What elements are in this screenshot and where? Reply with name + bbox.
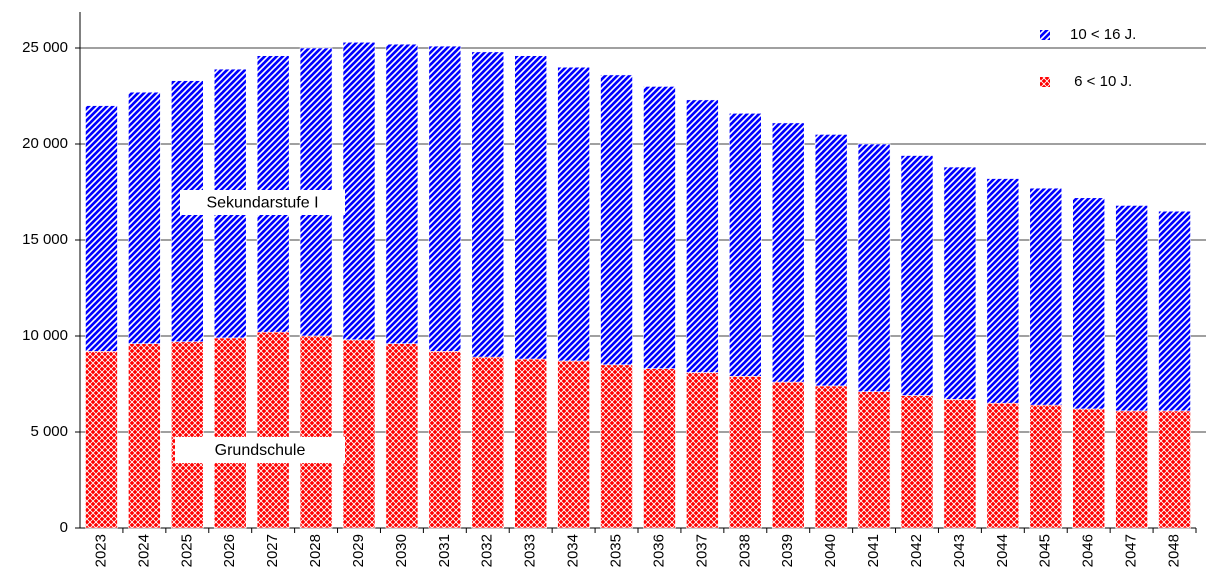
x-tick-label: 2042 [908, 534, 925, 567]
legend-bg [1030, 23, 1160, 47]
bar-segment [900, 155, 934, 396]
bar-segment [85, 105, 118, 352]
bar-segment [1029, 187, 1063, 406]
bar-segment [128, 91, 161, 344]
bar-segment [1115, 410, 1148, 529]
bar-segment [1158, 210, 1191, 412]
x-tick-label: 2038 [736, 534, 753, 567]
bar-segment [514, 55, 547, 360]
x-tick-label: 2027 [264, 534, 281, 567]
bar-segment [1158, 410, 1191, 529]
bar-segment [299, 335, 333, 529]
y-tick-label: 20 000 [22, 135, 68, 152]
bar-segment [128, 343, 161, 529]
bar-segment [428, 351, 462, 529]
bar-segment [729, 376, 762, 529]
bar-segment [857, 143, 891, 392]
bar-segment [557, 360, 590, 529]
y-tick-label: 0 [60, 519, 68, 536]
annotation: Sekundarstufe I [206, 195, 318, 212]
annotation-box [180, 190, 345, 215]
bar-segment [471, 51, 505, 358]
y-tick-label: 15 000 [22, 231, 68, 248]
x-tick-label: 2035 [608, 534, 625, 567]
bar-segment [814, 134, 848, 387]
bar-segment [771, 381, 805, 529]
legend-label: 6 < 10 J. [1070, 73, 1132, 90]
bar-segment [342, 339, 376, 529]
bar-segment [256, 331, 290, 529]
bar-segment [1072, 197, 1105, 410]
y-tick-label: 25 000 [22, 39, 68, 56]
bar-segment [1072, 408, 1105, 529]
bar-segment [342, 41, 376, 341]
x-tick-label: 2023 [92, 534, 109, 567]
bar-segment [1029, 404, 1063, 529]
bar-segment [686, 372, 719, 529]
x-tick-label: 2033 [522, 534, 539, 567]
x-tick-label: 2046 [1080, 534, 1097, 567]
bar-segment [428, 45, 462, 352]
bar-segment [943, 166, 977, 400]
legend-swatch [1040, 77, 1050, 87]
bar-segment [643, 368, 676, 529]
bar-segment [385, 343, 419, 529]
x-tick-label: 2034 [565, 534, 582, 567]
bar-segment [85, 351, 118, 529]
legend-label: 10 < 16 J. [1070, 26, 1136, 43]
bar-segment [385, 43, 419, 344]
bar-segment [814, 385, 848, 529]
bar-segment [514, 358, 547, 529]
bar-segment [213, 337, 247, 529]
bar-segment [1115, 205, 1148, 412]
x-tick-label: 2036 [650, 534, 667, 567]
x-tick-label: 2048 [1166, 534, 1183, 567]
x-tick-label: 2031 [436, 534, 453, 567]
x-tick-label: 2028 [307, 534, 324, 567]
bar-segment [943, 399, 977, 529]
annotation: Grundschule [215, 442, 306, 459]
x-tick-label: 2045 [1037, 534, 1054, 567]
bar-segment [729, 112, 762, 377]
bar-segment [600, 364, 633, 529]
x-tick-label: 2041 [865, 534, 882, 567]
bar-segment [857, 391, 891, 529]
bar-segment [900, 395, 934, 529]
x-tick-label: 2029 [350, 534, 367, 567]
y-tick-label: 5 000 [30, 423, 68, 440]
bar-segment [986, 402, 1020, 529]
x-tick-label: 2025 [178, 534, 195, 567]
x-tick-label: 2039 [779, 534, 796, 567]
bar-segment [471, 356, 505, 529]
bar-segment [771, 122, 805, 383]
bar-segment [171, 341, 204, 529]
bar-segment [986, 178, 1020, 404]
bar-segment [686, 99, 719, 373]
x-tick-label: 2043 [951, 534, 968, 567]
x-tick-label: 2024 [135, 534, 152, 567]
y-tick-label: 10 000 [22, 327, 68, 344]
x-tick-label: 2047 [1123, 534, 1140, 567]
x-tick-label: 2040 [822, 534, 839, 567]
bar-segment [557, 66, 590, 362]
x-tick-label: 2032 [479, 534, 496, 567]
legend-bg [1030, 70, 1160, 94]
x-tick-label: 2030 [393, 534, 410, 567]
bar-segment [600, 74, 633, 366]
x-tick-label: 2044 [994, 534, 1011, 567]
bar-segment [643, 86, 676, 369]
x-tick-label: 2037 [693, 534, 710, 567]
annotation-box [175, 437, 345, 463]
legend-swatch [1040, 30, 1050, 40]
x-tick-label: 2026 [221, 534, 238, 567]
